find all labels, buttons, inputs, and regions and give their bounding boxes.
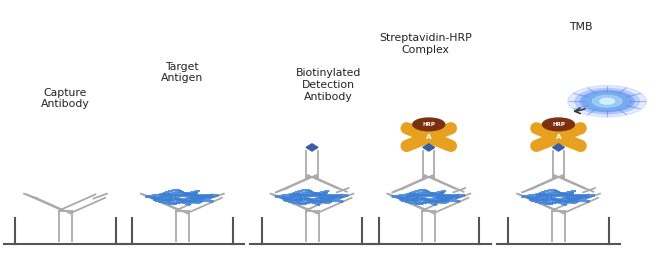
Polygon shape bbox=[552, 144, 564, 151]
Circle shape bbox=[592, 95, 622, 107]
Text: A: A bbox=[556, 134, 562, 140]
Circle shape bbox=[600, 98, 614, 104]
Text: Streptavidin-HRP
Complex: Streptavidin-HRP Complex bbox=[379, 33, 472, 55]
Circle shape bbox=[567, 86, 647, 117]
Circle shape bbox=[582, 91, 632, 111]
Circle shape bbox=[413, 118, 445, 131]
Text: A: A bbox=[426, 134, 432, 140]
Polygon shape bbox=[423, 144, 435, 151]
Circle shape bbox=[580, 90, 634, 112]
Polygon shape bbox=[306, 144, 318, 151]
Text: HRP: HRP bbox=[552, 122, 565, 127]
Text: Biotinylated
Detection
Antibody: Biotinylated Detection Antibody bbox=[296, 68, 361, 102]
Text: Capture
Antibody: Capture Antibody bbox=[41, 88, 90, 109]
Circle shape bbox=[575, 88, 639, 114]
Circle shape bbox=[543, 118, 575, 131]
Text: Target
Antigen: Target Antigen bbox=[161, 62, 203, 83]
Text: TMB: TMB bbox=[569, 22, 593, 32]
Text: HRP: HRP bbox=[422, 122, 436, 127]
